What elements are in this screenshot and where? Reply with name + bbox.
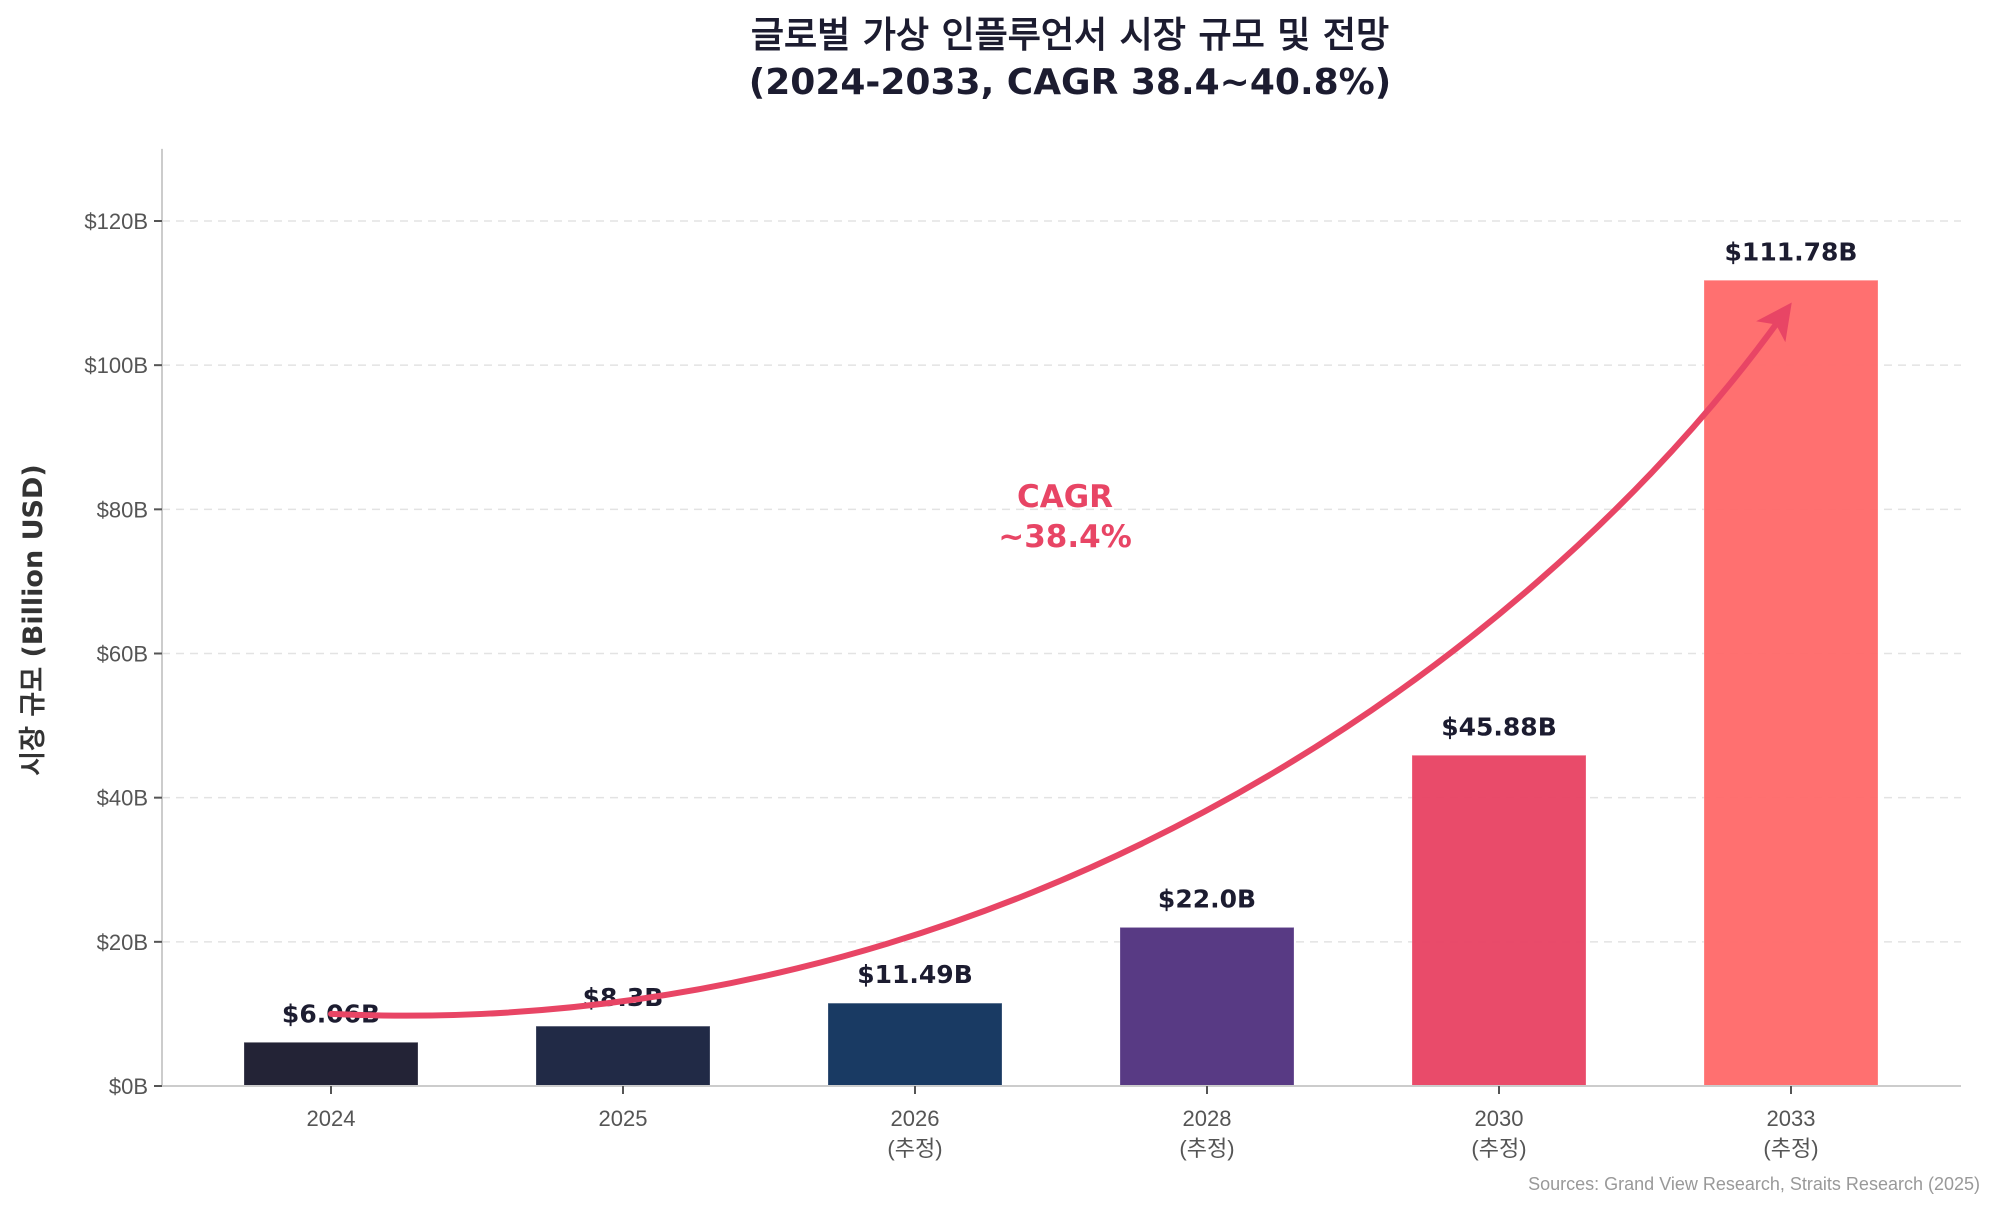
bar-value-label: $111.78B bbox=[1725, 237, 1858, 266]
x-tick-note: (추정) bbox=[1763, 1136, 1818, 1161]
bar-value-labels: $6.06B$8.3B$11.49B$22.0B$45.88B$111.78B bbox=[282, 237, 1858, 1028]
bar-2024 bbox=[243, 1041, 419, 1087]
x-tick-note: (추정) bbox=[887, 1136, 942, 1161]
y-tick-label: $120B bbox=[84, 209, 148, 234]
x-tick-label: 2033 bbox=[1767, 1106, 1816, 1131]
y-tick-label: $60B bbox=[97, 642, 148, 667]
y-tick-label: $40B bbox=[97, 786, 148, 811]
y-tick-label: $0B bbox=[109, 1074, 148, 1099]
x-tick-label: 2030 bbox=[1475, 1106, 1524, 1131]
chart-subtitle: (2024-2033, CAGR 38.4~40.8%) bbox=[749, 62, 1391, 103]
bar-2028 bbox=[1119, 926, 1295, 1087]
y-axis-ticks: $0B $20B $40B $60B $80B $100B $120B bbox=[84, 209, 162, 1099]
source-note: Sources: Grand View Research, Straits Re… bbox=[1528, 1174, 1980, 1194]
y-tick-label: $100B bbox=[84, 353, 148, 378]
bar-2026 bbox=[827, 1002, 1003, 1087]
cagr-annotation-line1: CAGR bbox=[1017, 479, 1113, 515]
bar-value-label: $11.49B bbox=[857, 960, 973, 989]
x-tick-label: 2026 bbox=[891, 1106, 940, 1131]
bar-2025 bbox=[535, 1025, 711, 1087]
bar-value-label: $22.0B bbox=[1158, 884, 1256, 913]
y-axis-label: 시장 규모 (Billion USD) bbox=[18, 464, 49, 775]
x-tick-label: 2024 bbox=[307, 1106, 356, 1131]
x-tick-label: 2028 bbox=[1183, 1106, 1232, 1131]
bars bbox=[243, 279, 1879, 1087]
chart-title: 글로벌 가상 인플루언서 시장 규모 및 전망 bbox=[751, 15, 1389, 56]
cagr-annotation-line2: ~38.4% bbox=[998, 519, 1132, 555]
gridlines bbox=[162, 220, 1961, 943]
bar-2030 bbox=[1411, 754, 1587, 1087]
x-tick-note: (추정) bbox=[1179, 1136, 1234, 1161]
bar-value-label: $45.88B bbox=[1441, 712, 1557, 741]
x-tick-label: 2025 bbox=[599, 1106, 648, 1131]
x-tick-note: (추정) bbox=[1471, 1136, 1526, 1161]
y-tick-label: $20B bbox=[97, 930, 148, 955]
y-tick-label: $80B bbox=[97, 497, 148, 522]
x-axis-ticks: 2024 2025 2026 (추정) 2028 (추정) 2030 (추정) 2033 (추정) bbox=[307, 1086, 1819, 1161]
cagr-trend-arrow bbox=[328, 302, 1792, 1019]
bar-2033 bbox=[1703, 279, 1879, 1087]
